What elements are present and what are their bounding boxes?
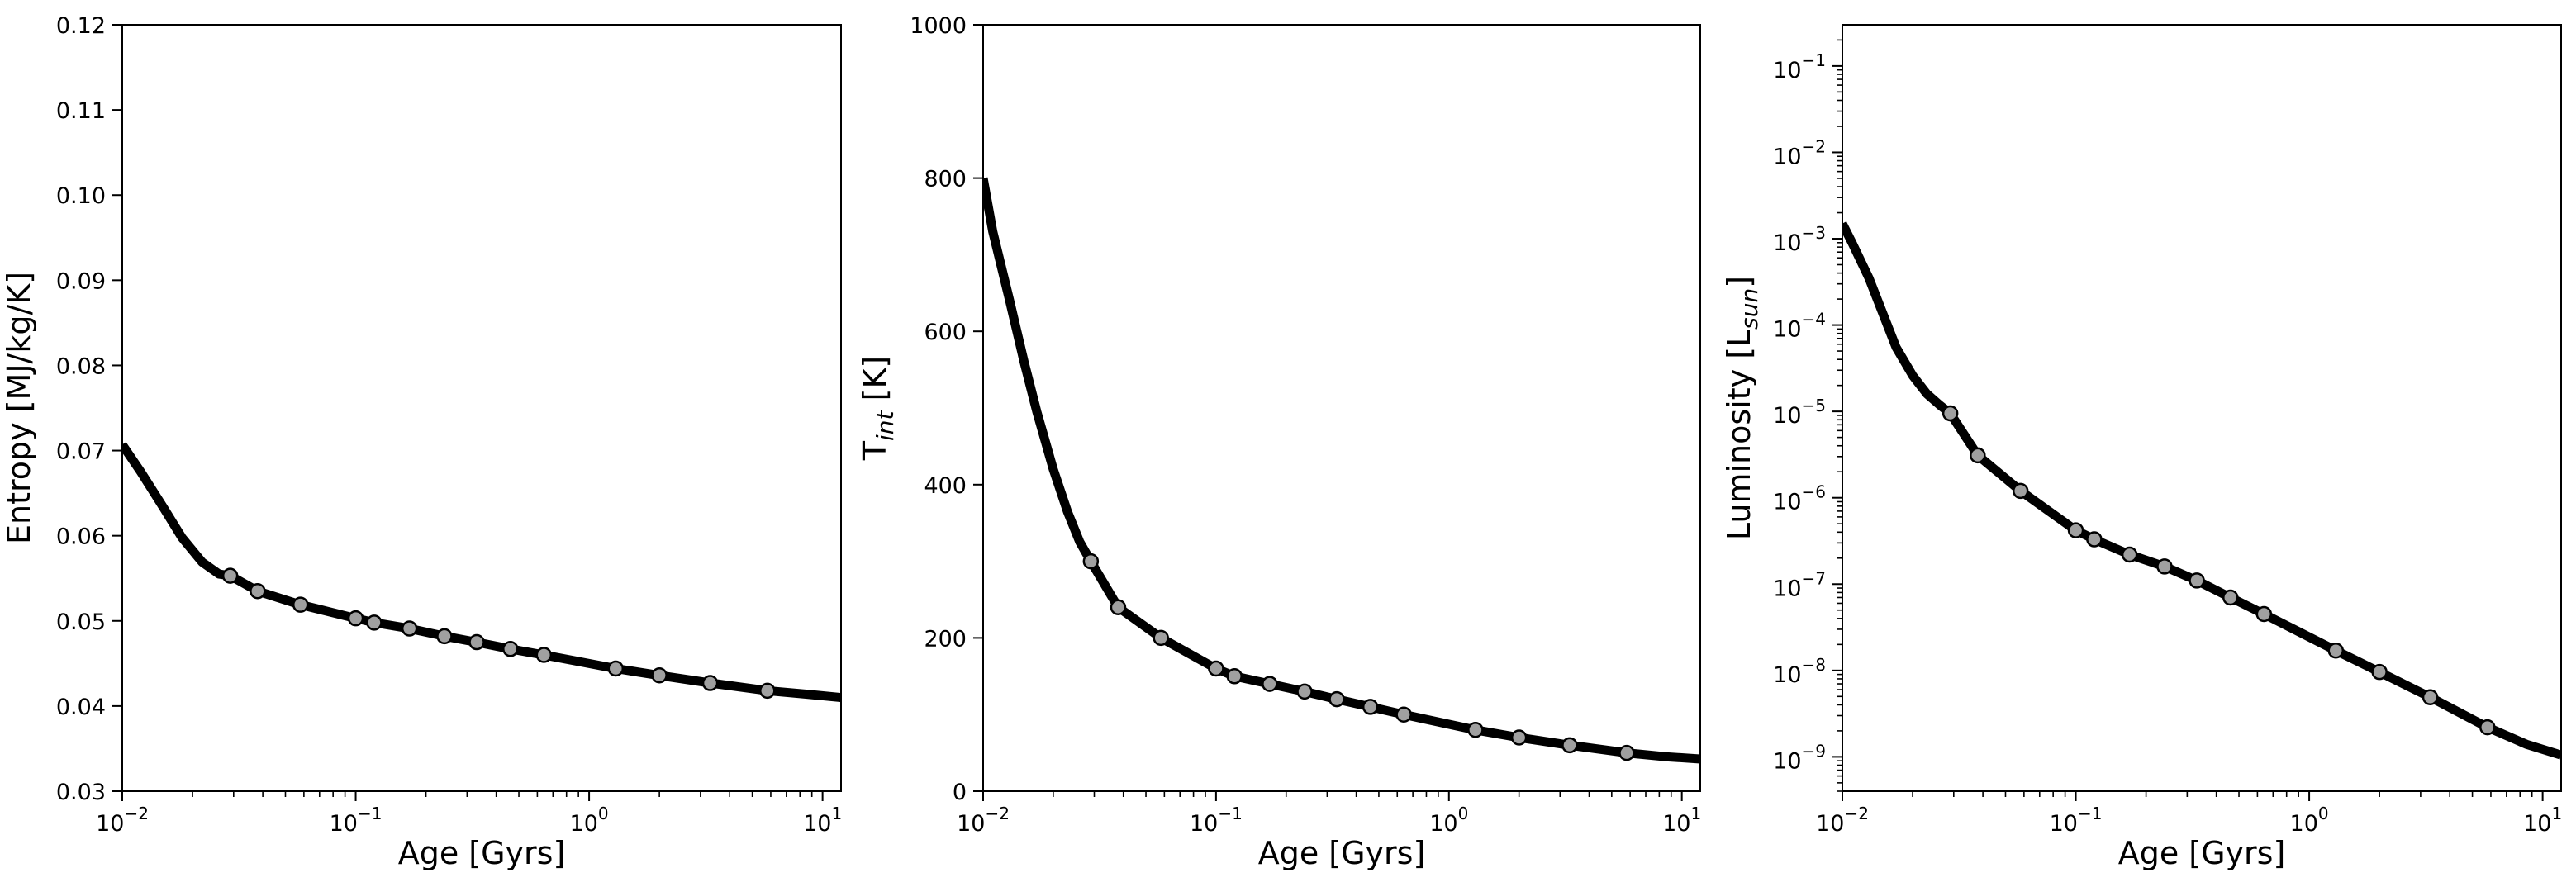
data-point — [1328, 690, 1345, 708]
plot-frame — [1842, 24, 2562, 792]
plot-frame — [121, 24, 842, 792]
data-point — [292, 596, 309, 613]
y-tick-label: 10−8 — [1773, 655, 1826, 688]
series-line — [1842, 221, 2561, 760]
y-axis-title: Tint [K] — [857, 356, 899, 461]
tint-panel: 10−2 10−1 100 101 0 200 400 600 800 1000 Age [Gyrs… — [857, 13, 1701, 871]
data-point — [2222, 589, 2239, 606]
y-tick-label: 10−7 — [1773, 568, 1826, 601]
series-line — [122, 442, 841, 703]
data-point — [2422, 689, 2439, 705]
data-point — [2067, 522, 2084, 538]
y-tick-label: 1000 — [910, 13, 967, 39]
data-point — [2327, 642, 2345, 659]
plot-frame — [982, 24, 1701, 792]
y-tick-label: 0.12 — [56, 13, 106, 39]
data-point — [1942, 405, 1959, 422]
data-point — [1153, 629, 1169, 647]
data-point — [1082, 553, 1100, 570]
data-point — [651, 667, 668, 684]
data-point — [401, 620, 418, 637]
x-tick-label: 100 — [2290, 804, 2329, 837]
y-tick-label: 0.06 — [56, 524, 106, 550]
entropy-panel: 10−2 10−1 100 101 0.03 0.04 0.05 0.06 0.07 0.08 0.… — [1, 13, 842, 871]
y-tick-label: 0 — [953, 780, 967, 805]
data-point — [1510, 729, 1528, 746]
data-point — [701, 675, 719, 691]
y-tick-label: 10−2 — [1773, 136, 1826, 169]
x-tick-label: 101 — [1662, 804, 1701, 837]
series-line — [983, 177, 1700, 764]
x-tick-label: 100 — [1429, 804, 1468, 837]
y-tick-label: 0.04 — [56, 695, 106, 720]
data-point — [1362, 699, 1379, 715]
data-point — [2255, 605, 2273, 623]
y-tick-label: 10−6 — [1773, 482, 1826, 515]
y-axis-title: Entropy [MJ/kg/K] — [1, 272, 37, 544]
data-point — [347, 610, 364, 627]
y-tick-label: 10−4 — [1773, 310, 1826, 343]
data-point — [759, 682, 776, 700]
y-tick-label: 10−5 — [1773, 396, 1826, 429]
y-axis-title: Luminosity [Lsun] — [1721, 276, 1763, 540]
y-tick-label: 200 — [924, 626, 967, 652]
data-point — [2012, 482, 2029, 500]
data-point — [1970, 447, 1986, 464]
x-tick-label: 10−2 — [96, 804, 149, 837]
data-point — [1226, 668, 1243, 685]
y-tick-label: 0.11 — [56, 98, 106, 124]
y-tick-label: 0.07 — [56, 439, 106, 465]
x-tick-label: 10−2 — [957, 804, 1010, 837]
y-tick-label: 10−3 — [1773, 223, 1826, 256]
y-tick-label: 0.08 — [56, 353, 106, 379]
x-tick-label: 10−1 — [2050, 804, 2103, 837]
data-point — [366, 614, 383, 631]
x-axis-title: Age [Gyrs] — [2118, 835, 2286, 871]
data-point — [1296, 683, 1313, 700]
data-point — [2121, 546, 2138, 563]
y-tick-label: 0.05 — [56, 610, 106, 635]
y-tick-label: 0.09 — [56, 268, 106, 294]
y-tick-label: 400 — [924, 473, 967, 499]
data-point — [607, 660, 625, 677]
data-point — [502, 641, 519, 657]
data-point — [1395, 706, 1412, 723]
data-point — [221, 567, 239, 584]
x-tick-label: 101 — [803, 804, 842, 837]
y-tick-label: 600 — [924, 320, 967, 345]
data-point — [1110, 599, 1127, 616]
data-point — [2189, 572, 2205, 589]
luminosity-panel: 10−2 10−1 100 101 10−9 10−8 10−7 10−6 10−5 10−4 10… — [1721, 24, 2562, 871]
data-point — [2086, 531, 2103, 548]
x-axis-title: Age [Gyrs] — [1258, 835, 1426, 871]
data-point — [250, 582, 266, 600]
y-tick-label: 10−9 — [1773, 741, 1826, 774]
x-axis-title: Age [Gyrs] — [398, 835, 566, 871]
data-point — [1208, 660, 1224, 677]
data-point — [436, 628, 453, 645]
y-tick-label: 10−1 — [1773, 50, 1826, 83]
data-point — [2156, 558, 2173, 575]
data-point — [535, 647, 553, 663]
y-tick-label: 0.03 — [56, 780, 106, 805]
x-tick-label: 10−1 — [1190, 804, 1243, 837]
y-tick-label: 800 — [924, 167, 967, 192]
x-tick-label: 101 — [2523, 804, 2562, 837]
data-point — [468, 633, 485, 651]
x-tick-label: 10−1 — [330, 804, 383, 837]
data-point — [1262, 676, 1278, 692]
y-tick-label: 0.10 — [56, 183, 106, 209]
data-point — [2479, 719, 2496, 736]
x-tick-label: 100 — [570, 804, 609, 837]
data-point — [1467, 722, 1484, 738]
data-point — [1561, 737, 1578, 754]
data-point — [2371, 663, 2388, 681]
data-point — [1618, 744, 1635, 761]
x-tick-label: 10−2 — [1816, 804, 1869, 837]
